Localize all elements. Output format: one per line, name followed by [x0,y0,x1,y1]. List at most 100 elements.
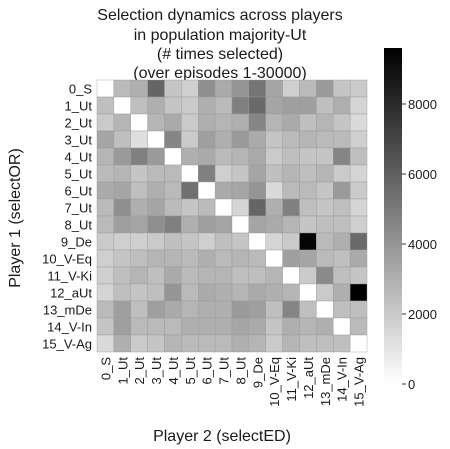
heatmap-cell-7-0 [96,198,115,217]
y-tick-label: 3_Ut [65,133,93,148]
heatmap-cell-8-1 [113,215,131,234]
heatmap-cell-12-12 [299,283,317,302]
heatmap-cell-5-14 [333,164,351,183]
heatmap-cell-1-6 [198,96,216,115]
heatmap-cell-4-9 [248,147,266,166]
heatmap-cell-15-10 [265,334,283,353]
heatmap-cell-1-0 [96,96,115,115]
heatmap-cell-2-1 [113,113,131,132]
heatmap-cell-13-13 [316,300,334,319]
heatmap-cell-9-5 [181,232,199,251]
heatmap-cell-14-13 [316,317,334,336]
heatmap-cell-2-4 [164,113,182,132]
x-axis-label: Player 2 (selectED) [153,428,291,445]
heatmap-cell-4-15 [349,147,368,166]
heatmap-cell-10-11 [282,249,300,268]
heatmap-cell-1-15 [349,96,368,115]
heatmap-cell-3-8 [231,130,250,149]
heatmap-cell-1-12 [299,96,317,115]
x-tick-label: 13_mDe [318,357,333,406]
heatmap-cell-11-7 [214,266,233,285]
y-tick-labels: 0_S 1_Ut 2_Ut 3_Ut 4_Ut 5_Ut 6_Ut 7_Ut 8_Ut 9_De 1… [42,82,92,352]
heatmap-cell-3-13 [316,130,334,149]
x-tick-label: 11_V-Ki [284,357,299,402]
heatmap-cell-13-10 [265,300,283,319]
heatmap-cell-2-13 [316,113,334,132]
heatmap-cell-8-11 [282,215,300,234]
heatmap-cell-5-1 [113,164,131,183]
heatmap-cell-4-14 [333,147,351,166]
heatmap-cell-3-0 [96,130,115,149]
heatmap-cell-0-3 [147,79,165,98]
heatmap-cell-6-13 [316,181,334,200]
heatmap-cell-13-15 [349,300,368,319]
heatmap-cell-9-14 [333,232,351,251]
y-tick-label: 1_Ut [65,99,93,114]
heatmap-cell-5-5 [181,164,199,183]
heatmap-cell-4-12 [299,147,317,166]
y-tick-label: 5_Ut [65,167,93,182]
x-tick-label: 8_Ut [233,357,248,385]
x-tick-label: 3_Ut [149,357,164,385]
y-tick-label: 0_S [69,82,92,97]
title-line-2: in population majority-Ut [134,27,307,44]
heatmap-cell-3-7 [214,130,233,149]
heatmap-cell-11-12 [299,266,317,285]
heatmap-cell-4-11 [282,147,300,166]
heatmap-cell-13-12 [299,300,317,319]
heatmap-cell-8-15 [349,215,368,234]
heatmap-cell-14-10 [265,317,283,336]
heatmap-cell-3-15 [349,130,368,149]
colorbar-ticks: 0 2000 4000 6000 8000 [402,97,437,392]
heatmap-cell-5-2 [130,164,148,183]
y-tick-label: 13_mDe [43,303,92,318]
heatmap-cell-14-14 [333,317,351,336]
heatmap-cell-7-3 [147,198,165,217]
heatmap-cell-9-3 [147,232,165,251]
heatmap-cell-9-4 [164,232,182,251]
heatmap-cell-1-9 [248,96,266,115]
heatmap-cell-10-5 [181,249,199,268]
heatmap-cell-6-4 [164,181,182,200]
heatmap-cell-0-15 [349,79,368,98]
heatmap-cell-1-7 [214,96,233,115]
heatmap-cell-15-1 [113,334,131,353]
colorbar-gradient [384,48,402,384]
x-tick-label: 1_Ut [115,357,130,385]
heatmap-cell-15-15 [349,334,368,353]
heatmap-cell-10-6 [198,249,216,268]
heatmap-cell-1-1 [113,96,131,115]
heatmap-cell-14-0 [96,317,115,336]
heatmap-cell-4-1 [113,147,131,166]
heatmap-cell-11-9 [248,266,266,285]
heatmap-cell-11-5 [181,266,199,285]
heatmap-cell-2-6 [198,113,216,132]
heatmap-cell-5-4 [164,164,182,183]
heatmap-cell-0-7 [214,79,233,98]
heatmap-cell-4-10 [265,147,283,166]
heatmap-cell-10-14 [333,249,351,268]
heatmap-cell-11-3 [147,266,165,285]
heatmap-cell-12-7 [214,283,233,302]
heatmap-cell-8-6 [198,215,216,234]
heatmap-cell-15-0 [96,334,115,353]
y-tick-label: 9_De [61,235,92,250]
heatmap-cell-14-7 [214,317,233,336]
heatmap-cell-8-4 [164,215,182,234]
y-tick-label: 15_V-Ag [42,337,92,352]
heatmap-cell-8-12 [299,215,317,234]
heatmap-cell-3-3 [147,130,165,149]
heatmap-cell-14-2 [130,317,148,336]
heatmap-cell-7-13 [316,198,334,217]
heatmap-cell-12-11 [282,283,300,302]
x-tick-label: 15_V-Ag [352,357,367,407]
heatmap-cell-5-8 [231,164,250,183]
heatmap-cell-9-15 [349,232,368,251]
heatmap-cell-2-11 [282,113,300,132]
heatmap-cell-10-10 [265,249,283,268]
heatmap-cell-0-1 [113,79,131,98]
heatmap-cell-12-10 [265,283,283,302]
heatmap-cell-15-13 [316,334,334,353]
heatmap-cell-3-9 [248,130,266,149]
